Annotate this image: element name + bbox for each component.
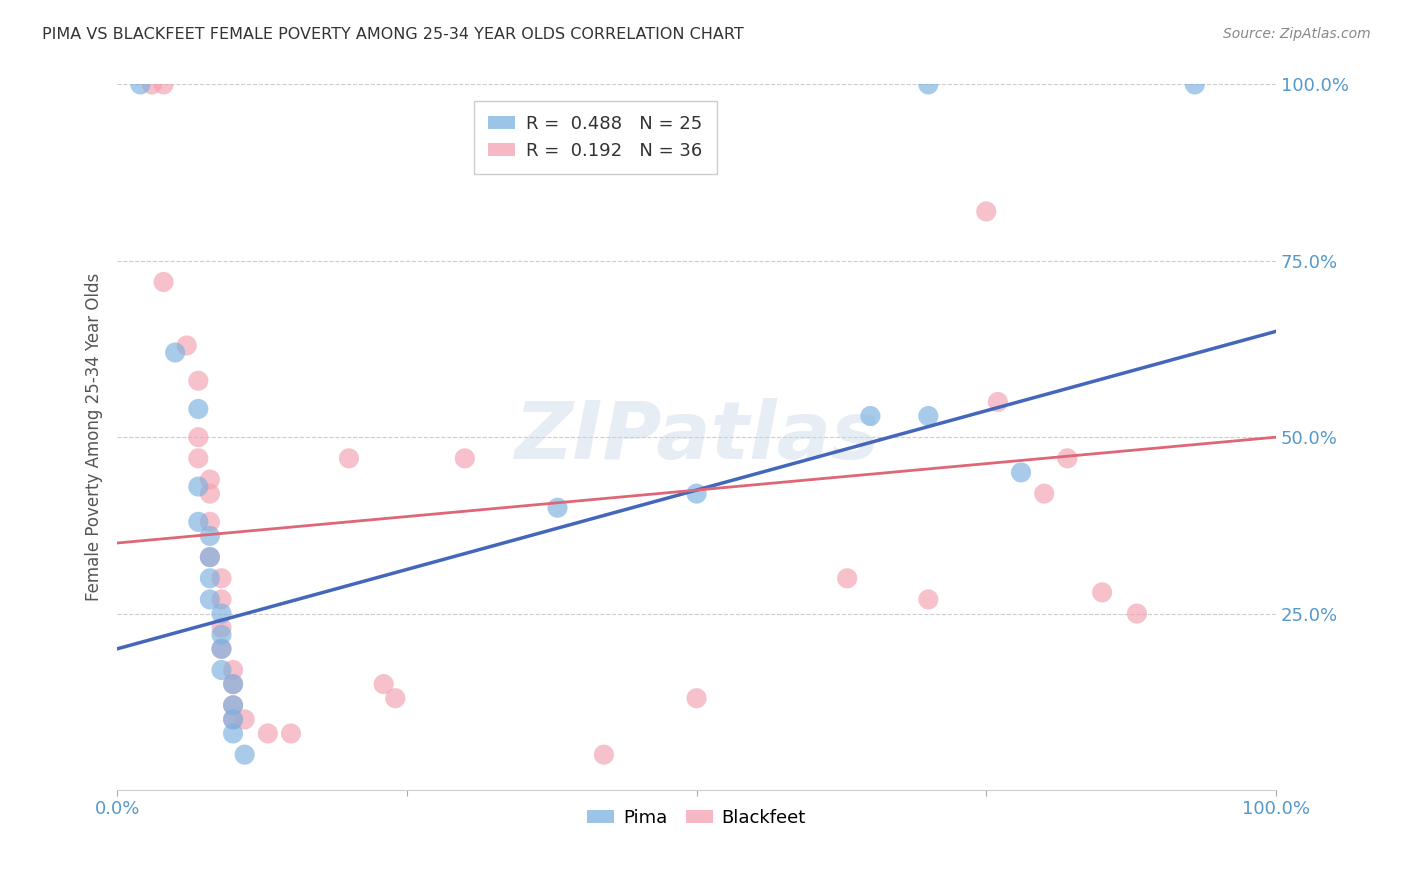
Point (1056, 451, 1078, 466)
Point (141, 78, 163, 92)
Point (198, 592, 221, 607)
Point (233, 747, 256, 762)
Point (1033, 486, 1056, 500)
Point (1184, 78, 1206, 92)
Point (198, 571, 221, 585)
Text: ZIPatlas: ZIPatlas (515, 398, 879, 476)
Point (211, 641, 233, 656)
Point (917, 409, 939, 423)
Point (211, 607, 233, 621)
Point (384, 691, 406, 706)
Point (152, 78, 174, 92)
Point (233, 712, 256, 726)
Point (152, 275, 174, 289)
Point (454, 451, 477, 466)
Point (198, 550, 221, 565)
Point (373, 677, 395, 691)
Point (129, 78, 152, 92)
Point (685, 691, 707, 706)
Point (187, 479, 209, 493)
Point (222, 698, 245, 713)
Point (547, 500, 569, 515)
Point (211, 592, 233, 607)
Point (859, 409, 882, 423)
Point (198, 515, 221, 529)
Point (176, 338, 198, 352)
Point (222, 677, 245, 691)
Point (280, 726, 302, 740)
Text: PIMA VS BLACKFEET FEMALE POVERTY AMONG 25-34 YEAR OLDS CORRELATION CHART: PIMA VS BLACKFEET FEMALE POVERTY AMONG 2… (42, 27, 744, 42)
Point (337, 451, 360, 466)
Point (187, 401, 209, 416)
Point (222, 677, 245, 691)
Point (211, 641, 233, 656)
Point (222, 726, 245, 740)
Point (917, 592, 939, 607)
Point (198, 486, 221, 500)
Point (198, 550, 221, 565)
Point (198, 529, 221, 543)
Point (1010, 466, 1032, 480)
Point (256, 726, 278, 740)
Point (1126, 607, 1149, 621)
Point (187, 451, 209, 466)
Point (187, 430, 209, 444)
Point (685, 486, 707, 500)
Point (837, 571, 859, 585)
Point (222, 663, 245, 677)
Point (187, 515, 209, 529)
Point (211, 628, 233, 642)
Point (211, 621, 233, 635)
Legend: Pima, Blackfeet: Pima, Blackfeet (579, 801, 813, 834)
Point (211, 571, 233, 585)
Point (187, 374, 209, 388)
Point (592, 747, 614, 762)
Point (1091, 585, 1114, 599)
Point (222, 712, 245, 726)
Point (222, 712, 245, 726)
Text: Source: ZipAtlas.com: Source: ZipAtlas.com (1223, 27, 1371, 41)
Point (987, 395, 1010, 409)
Point (974, 204, 997, 219)
Point (222, 698, 245, 713)
Point (917, 78, 939, 92)
Point (165, 345, 187, 359)
Point (211, 663, 233, 677)
Y-axis label: Female Poverty Among 25-34 Year Olds: Female Poverty Among 25-34 Year Olds (86, 273, 103, 601)
Point (198, 473, 221, 487)
